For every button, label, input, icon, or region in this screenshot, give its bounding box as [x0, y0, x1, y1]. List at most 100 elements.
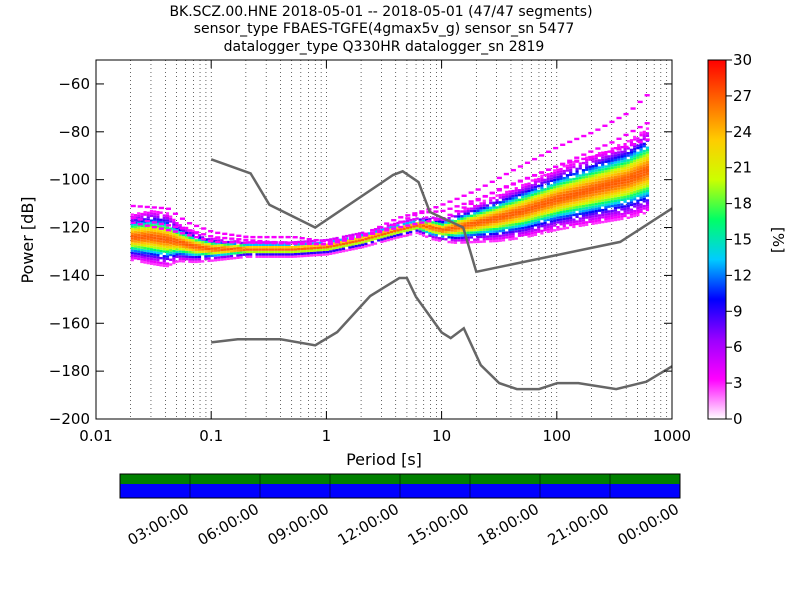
psd-cell	[402, 227, 406, 230]
psd-cell	[549, 203, 554, 206]
psd-cell	[498, 213, 502, 216]
psd-cell	[418, 218, 422, 221]
psd-cell	[450, 224, 454, 227]
psd-cell	[562, 217, 566, 221]
psd-cell	[389, 238, 394, 241]
psd-cell	[575, 189, 579, 192]
psd-cell	[607, 198, 611, 201]
psd-cell	[626, 204, 630, 208]
psd-cell	[524, 228, 528, 232]
psd-cell	[316, 253, 320, 257]
psd-cell	[607, 217, 611, 220]
psd-cell	[197, 255, 202, 259]
psd-cell	[617, 196, 621, 200]
psd-outlier-cell	[412, 212, 418, 215]
psd-cell	[489, 228, 493, 231]
psd-cell	[194, 260, 198, 264]
psd-cell	[137, 231, 141, 234]
psd-cell	[585, 190, 589, 193]
psd-cell	[639, 196, 643, 199]
psd-cell	[274, 250, 278, 254]
psd-cell	[178, 236, 182, 239]
psd-cell	[492, 201, 496, 205]
psd-cell	[581, 181, 586, 184]
psd-cell	[597, 221, 602, 224]
psd-cell	[169, 241, 173, 245]
psd-cell	[588, 165, 592, 168]
psd-cell	[601, 180, 605, 183]
psd-cell	[620, 172, 624, 175]
psd-cell	[223, 255, 227, 259]
psd-cell	[175, 248, 179, 251]
psd-cell	[290, 248, 294, 251]
psd-cell	[559, 220, 563, 224]
psd-cell	[466, 238, 470, 242]
psd-cell	[633, 171, 637, 175]
psd-cell	[156, 210, 160, 214]
psd-outlier-cell	[257, 239, 263, 243]
psd-cell	[578, 210, 582, 213]
psd-cell	[293, 252, 298, 256]
psd-cell	[636, 158, 640, 162]
psd-cell	[591, 167, 595, 170]
psd-cell	[434, 229, 438, 232]
psd-cell	[610, 204, 614, 208]
psd-cell	[521, 231, 525, 235]
psd-cell	[597, 197, 602, 200]
psd-cell	[450, 219, 454, 223]
y-tick-label: −100	[49, 171, 90, 189]
psd-cell	[597, 173, 602, 176]
psd-outlier-cell	[194, 231, 200, 234]
psd-cell	[645, 170, 650, 173]
psd-cell	[175, 253, 179, 256]
psd-cell	[527, 215, 531, 219]
psd-cell	[441, 220, 445, 224]
psd-cell	[207, 250, 211, 253]
psd-cell	[517, 198, 522, 202]
psd-cell	[639, 208, 643, 211]
psd-cell	[191, 234, 195, 237]
y-axis-label: Power [dB]	[18, 196, 37, 283]
psd-cell	[133, 240, 138, 243]
psd-cell	[268, 241, 272, 244]
psd-cell	[517, 189, 522, 192]
noise-models	[210, 158, 673, 391]
psd-cell	[165, 238, 170, 241]
psd-cell	[271, 255, 275, 258]
psd-cell	[508, 204, 512, 208]
psd-cell	[514, 225, 518, 228]
psd-outlier-cell	[531, 173, 538, 177]
psd-cell	[194, 239, 198, 242]
psd-cell	[489, 216, 493, 219]
psd-cell	[137, 226, 141, 229]
psd-cell	[636, 151, 640, 155]
psd-cell	[137, 236, 141, 239]
psd-cell	[476, 216, 480, 220]
psd-cell	[553, 219, 557, 222]
psd-cell	[540, 198, 544, 202]
psd-outlier-cell	[524, 161, 531, 165]
psd-cell	[463, 226, 467, 230]
psd-cell	[617, 165, 621, 169]
psd-cell	[146, 230, 150, 234]
psd-outlier-cell	[137, 205, 143, 208]
psd-cell	[597, 171, 602, 174]
psd-cell	[309, 251, 314, 255]
psd-cell	[633, 138, 637, 141]
psd-cell	[607, 181, 611, 184]
psd-heatmap	[130, 94, 650, 268]
psd-cell	[156, 227, 160, 231]
psd-cell	[156, 261, 160, 264]
psd-cell	[617, 144, 621, 147]
psd-cell	[594, 202, 598, 206]
psd-cell	[623, 205, 627, 208]
psd-cell	[181, 257, 186, 261]
psd-cell	[556, 216, 560, 219]
psd-cell	[156, 225, 160, 228]
psd-cell	[290, 245, 294, 249]
psd-cell	[204, 257, 208, 260]
psd-cell	[620, 203, 624, 206]
psd-cell	[575, 203, 579, 207]
psd-cell	[466, 229, 470, 232]
psd-cell	[642, 166, 646, 170]
